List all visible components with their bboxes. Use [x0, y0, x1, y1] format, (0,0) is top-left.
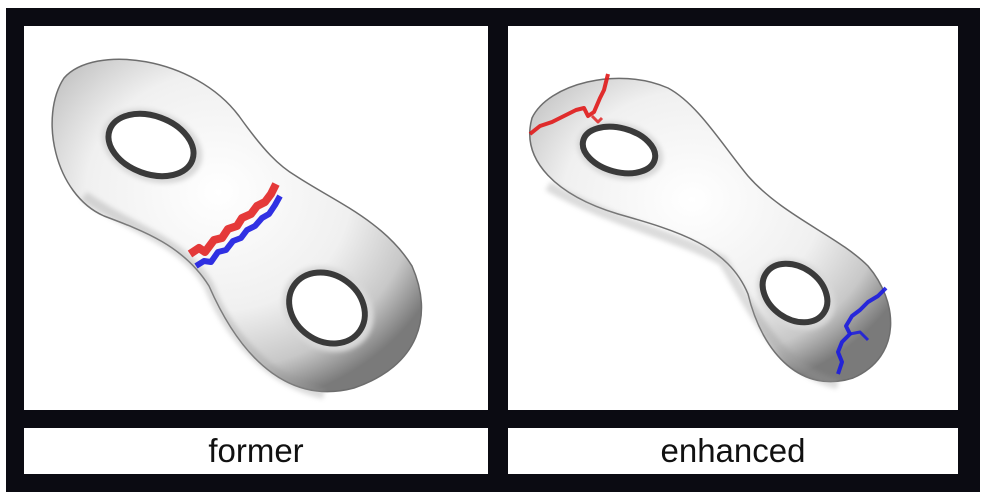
caption-former: former — [24, 428, 488, 474]
cut-line-enhanced-red — [528, 73, 610, 136]
surface-body — [529, 77, 892, 389]
torus-hole-upper — [101, 108, 203, 184]
panel-enhanced — [508, 26, 958, 410]
double-torus-enhanced — [528, 73, 892, 389]
caption-former-text: former — [208, 432, 304, 469]
torus-hole-lower — [757, 258, 835, 330]
torus-hole-upper — [576, 121, 664, 181]
double-torus-former — [51, 58, 423, 399]
panel-former — [24, 26, 488, 410]
caption-enhanced-text: enhanced — [660, 432, 806, 469]
torus-hole-lower — [282, 266, 374, 352]
cut-line-former — [187, 182, 283, 269]
cut-line-enhanced-blue — [836, 286, 888, 375]
caption-enhanced: enhanced — [508, 428, 958, 474]
